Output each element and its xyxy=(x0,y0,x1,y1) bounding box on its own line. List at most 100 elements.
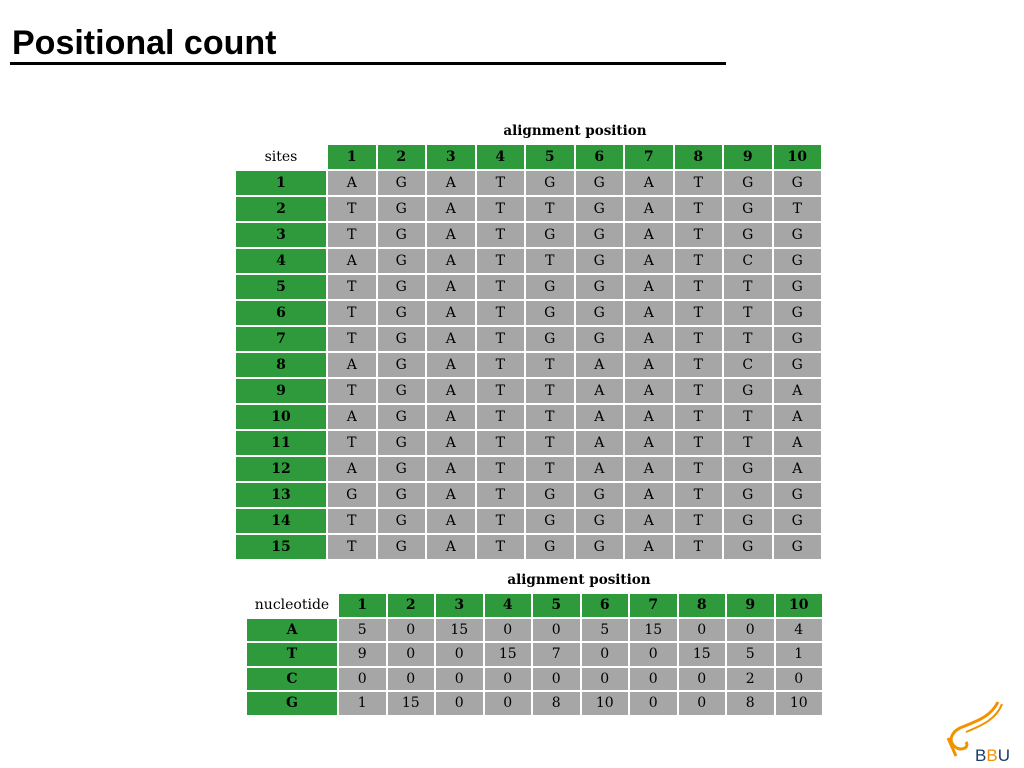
alignment-position-header: 5 xyxy=(526,145,574,169)
count-cell: 0 xyxy=(630,692,677,715)
nucleotide-cell: A xyxy=(625,197,673,221)
count-cell: 0 xyxy=(775,667,822,690)
count-cell: 1 xyxy=(775,643,822,666)
site-label: 9 xyxy=(236,379,326,403)
count-cell: 2 xyxy=(727,667,774,690)
nucleotide-cell: G xyxy=(773,353,821,377)
nucleotide-cell: T xyxy=(476,197,524,221)
count-position-header: 9 xyxy=(727,594,774,617)
count-cell: 0 xyxy=(678,667,725,690)
nucleotide-cell: A xyxy=(328,405,376,429)
nucleotide-cell: G xyxy=(773,301,821,325)
nucleotide-cell: A xyxy=(328,249,376,273)
nucleotide-cell: G xyxy=(773,535,821,559)
nucleotide-cell: G xyxy=(575,223,623,247)
count-position-header: 3 xyxy=(436,594,483,617)
nucleotide-cell: T xyxy=(674,353,722,377)
nucleotide-cell: T xyxy=(328,223,376,247)
nucleotide-cell: A xyxy=(427,171,475,195)
count-cell: 9 xyxy=(339,643,386,666)
nucleotide-cell: T xyxy=(724,327,772,351)
nucleotide-cell: G xyxy=(526,327,574,351)
site-label: 8 xyxy=(236,353,326,377)
count-caption: alignment position xyxy=(507,572,651,588)
logo-letter-u: U xyxy=(997,746,1010,765)
nucleotide-cell: T xyxy=(328,379,376,403)
nucleotide-cell: C xyxy=(724,353,772,377)
nucleotide-cell: G xyxy=(575,535,623,559)
nucleotide-cell: A xyxy=(773,405,821,429)
nucleotide-cell: G xyxy=(377,301,425,325)
count-cell: 0 xyxy=(484,667,531,690)
nucleotide-cell: G xyxy=(377,405,425,429)
nucleotide-cell: G xyxy=(773,223,821,247)
nucleotide-cell: T xyxy=(328,275,376,299)
nucleotide-cell: A xyxy=(625,301,673,325)
nucleotide-cell: A xyxy=(427,223,475,247)
count-cell: 15 xyxy=(387,692,434,715)
count-row: A 5 0 15 0 0 5 15 0 0 4 xyxy=(247,618,822,641)
nucleotide-cell: T xyxy=(476,483,524,507)
count-cell: 0 xyxy=(533,667,580,690)
nucleotide-cell: A xyxy=(427,483,475,507)
nucleotide-cell: A xyxy=(625,405,673,429)
site-label: 10 xyxy=(236,405,326,429)
alignment-row: 15 T G A T G G A T G G xyxy=(236,535,821,559)
site-label: 13 xyxy=(236,483,326,507)
nucleotide-cell: G xyxy=(377,509,425,533)
site-label: 1 xyxy=(236,171,326,195)
count-cell: 0 xyxy=(484,618,531,641)
nucleotide-cell: T xyxy=(526,249,574,273)
alignment-row: 14 T G A T G G A T G G xyxy=(236,509,821,533)
nucleotide-label: G xyxy=(247,692,337,715)
slide-title: Positional count xyxy=(12,24,277,62)
nucleotide-cell: A xyxy=(427,509,475,533)
nucleotide-cell: A xyxy=(427,379,475,403)
site-label: 11 xyxy=(236,431,326,455)
count-cell: 0 xyxy=(387,667,434,690)
count-cell: 5 xyxy=(727,643,774,666)
nucleotide-cell: T xyxy=(674,171,722,195)
alignment-position-header: 3 xyxy=(427,145,475,169)
nucleotide-cell: T xyxy=(476,353,524,377)
nucleotide-cell: T xyxy=(526,353,574,377)
nucleotide-cell: T xyxy=(724,301,772,325)
count-cell: 0 xyxy=(581,643,628,666)
nucleotide-cell: T xyxy=(724,431,772,455)
nucleotide-cell: T xyxy=(674,327,722,351)
alignment-row: 10 A G A T T A A T T A xyxy=(236,405,821,429)
site-label: 4 xyxy=(236,249,326,273)
nucleotide-cell: T xyxy=(674,379,722,403)
site-label: 15 xyxy=(236,535,326,559)
nucleotide-cell: T xyxy=(476,535,524,559)
title-underline xyxy=(10,62,726,65)
nucleotide-cell: C xyxy=(724,249,772,273)
nucleotide-cell: G xyxy=(526,535,574,559)
count-cell: 0 xyxy=(630,643,677,666)
nucleotide-cell: G xyxy=(377,249,425,273)
nucleotide-cell: G xyxy=(526,275,574,299)
nucleotide-cell: T xyxy=(674,483,722,507)
nucleotide-cell: T xyxy=(724,405,772,429)
nucleotide-cell: A xyxy=(427,457,475,481)
nucleotide-label: A xyxy=(247,618,337,641)
nucleotide-label: C xyxy=(247,667,337,690)
site-label: 14 xyxy=(236,509,326,533)
nucleotide-cell: T xyxy=(674,223,722,247)
nucleotide-cell: T xyxy=(674,509,722,533)
count-cell: 7 xyxy=(533,643,580,666)
alignment-position-header: 2 xyxy=(377,145,425,169)
nucleotide-cell: G xyxy=(526,301,574,325)
nucleotide-cell: G xyxy=(575,327,623,351)
nucleotide-cell: G xyxy=(575,483,623,507)
nucleotide-cell: G xyxy=(377,457,425,481)
count-row: G 1 15 0 0 8 10 0 0 8 10 xyxy=(247,692,822,715)
nucleotide-cell: A xyxy=(625,275,673,299)
nucleotide-cell: G xyxy=(575,301,623,325)
nucleotide-cell: A xyxy=(625,509,673,533)
count-cell: 0 xyxy=(678,618,725,641)
